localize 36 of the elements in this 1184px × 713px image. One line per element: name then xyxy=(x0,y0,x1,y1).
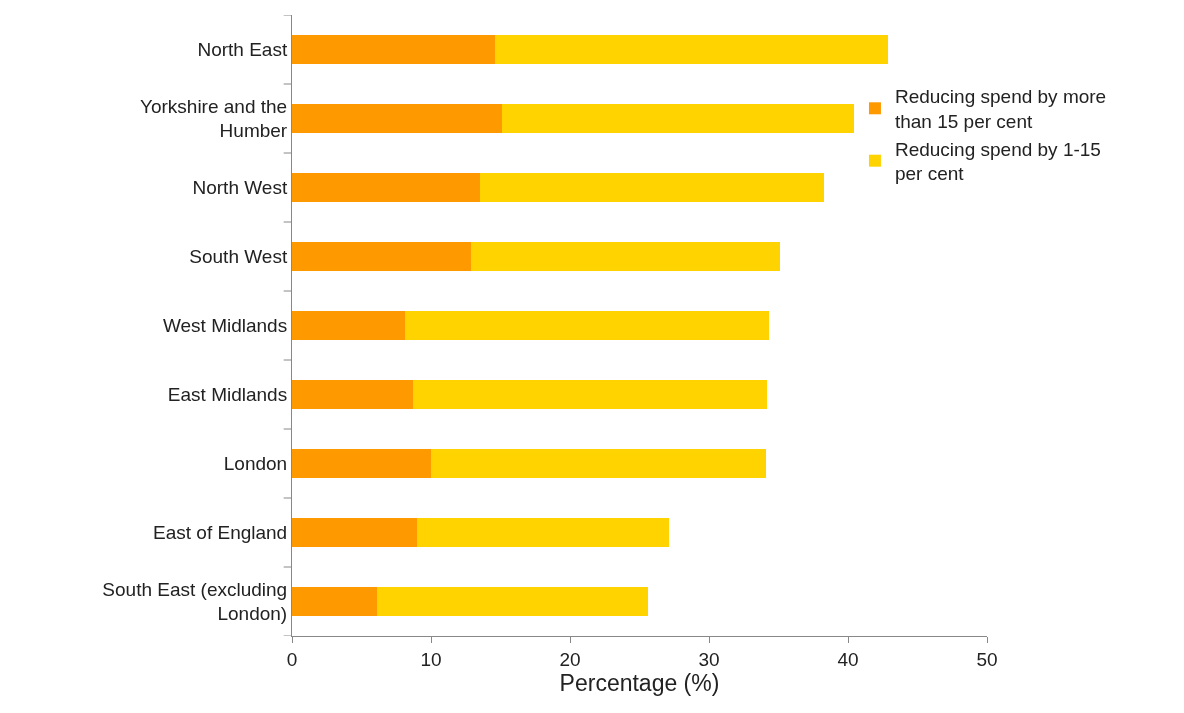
legend-label: Reducing spend by 1-15 per cent xyxy=(894,138,1101,185)
bar xyxy=(501,104,854,133)
bar xyxy=(292,518,418,547)
x-tick-label: 10 xyxy=(420,648,442,670)
bar xyxy=(292,311,405,340)
y-tick-label: North East xyxy=(197,39,288,61)
bar xyxy=(292,35,495,64)
bar xyxy=(292,380,413,409)
bar xyxy=(431,449,766,478)
y-tick-label: East Midlands xyxy=(167,384,288,406)
bar xyxy=(292,173,480,202)
x-axis-title: Percentage (%) xyxy=(559,669,720,696)
bar xyxy=(292,104,502,133)
bar xyxy=(376,587,648,616)
y-tick-label: West Midlands xyxy=(162,315,288,337)
bar xyxy=(471,242,780,271)
x-tick-label: 50 xyxy=(976,648,998,670)
x-tick-label: 30 xyxy=(698,648,720,670)
y-tick-label: East of England xyxy=(153,522,288,544)
y-tick-label: Yorkshire and the Humber xyxy=(140,95,288,142)
bar xyxy=(292,449,431,478)
x-tick-label: 0 xyxy=(286,648,298,670)
bar xyxy=(479,173,825,202)
x-tick-label: 40 xyxy=(837,648,859,670)
bar xyxy=(417,518,669,547)
y-tick-label: North West xyxy=(192,177,288,199)
bar xyxy=(404,311,769,340)
x-tick-label: 20 xyxy=(559,648,581,670)
y-tick-label: South East (excluding London) xyxy=(102,578,288,625)
bar xyxy=(494,35,889,64)
bar xyxy=(292,587,377,616)
y-tick-label: London xyxy=(223,453,288,475)
bar xyxy=(292,242,472,271)
y-tick-label: South West xyxy=(189,246,288,268)
legend-label: Reducing spend by more than 15 per cent xyxy=(894,86,1107,133)
bar xyxy=(412,380,768,409)
